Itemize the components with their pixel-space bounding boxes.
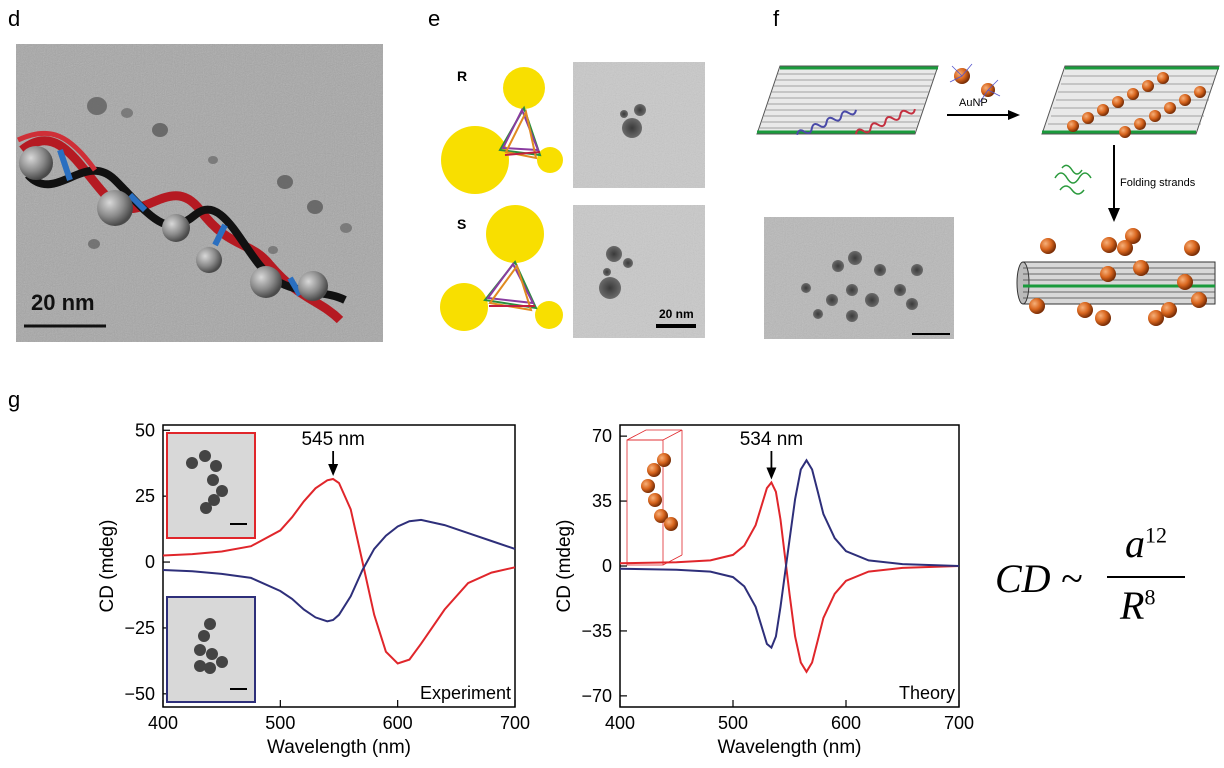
x-axis-label: Wavelength (nm) bbox=[267, 737, 411, 758]
y-tick-label: −25 bbox=[124, 618, 155, 638]
plot-frame bbox=[162, 424, 516, 708]
chart-experiment: 400 500 600 700 50 25 0 −25 −50 Wavelength (nm) CD… bbox=[97, 420, 530, 758]
y-axis-label: CD (mdeg) bbox=[97, 520, 118, 613]
equation-numerator: a12 bbox=[1125, 521, 1167, 566]
y-tick-label: −70 bbox=[581, 686, 612, 706]
inset-3d-model bbox=[626, 429, 683, 566]
chiral-pyramid-r bbox=[441, 67, 563, 194]
chiral-pyramid-s bbox=[440, 205, 563, 331]
equation-fraction-bar bbox=[1107, 576, 1185, 578]
series-line-blue bbox=[619, 458, 960, 650]
x-tick-label: 600 bbox=[383, 713, 413, 733]
panel-e-label-r: R bbox=[457, 68, 468, 84]
annotation-label: 534 nm bbox=[740, 429, 803, 450]
series-line-blue bbox=[162, 518, 516, 623]
equation-lhs: CD ~ bbox=[995, 556, 1083, 601]
y-tick-label: 35 bbox=[592, 491, 612, 511]
series-line-red bbox=[162, 477, 516, 665]
x-tick-label: 400 bbox=[148, 713, 178, 733]
plot-frame bbox=[619, 424, 960, 708]
x-axis-label: Wavelength (nm) bbox=[718, 737, 862, 758]
panel-letter-e: e bbox=[428, 6, 441, 31]
scale-bar-e-label: 20 nm bbox=[659, 307, 694, 321]
panel-e-label-s: S bbox=[457, 216, 467, 232]
corner-label: Experiment bbox=[420, 683, 511, 703]
y-tick-label: −35 bbox=[581, 621, 612, 641]
series-line-red bbox=[619, 480, 960, 674]
y-tick-label: 25 bbox=[135, 486, 155, 506]
tem-image-e-top bbox=[573, 62, 705, 188]
aunp-label: AuNP bbox=[959, 97, 988, 109]
tem-image-f bbox=[764, 217, 954, 339]
corner-label: Theory bbox=[899, 683, 955, 703]
annotation-label: 545 nm bbox=[301, 429, 364, 450]
y-tick-label: 70 bbox=[592, 426, 612, 446]
annotation-arrow-head bbox=[766, 467, 777, 480]
chart-theory: 400 500 600 700 70 35 0 −35 −70 Wavelength (nm) CD… bbox=[554, 424, 974, 758]
scale-bar-d-label: 20 nm bbox=[31, 290, 95, 315]
x-tick-label: 600 bbox=[831, 713, 861, 733]
aunp-arrow bbox=[947, 63, 1020, 120]
y-tick-label: 0 bbox=[602, 556, 612, 576]
dna-helix-illustration bbox=[16, 130, 347, 324]
x-tick-label: 700 bbox=[500, 713, 530, 733]
panel-letter-g: g bbox=[8, 387, 21, 412]
x-tick-label: 700 bbox=[944, 713, 974, 733]
origami-tube-aunp bbox=[1016, 228, 1216, 326]
y-axis-label: CD (mdeg) bbox=[554, 520, 575, 613]
tem-image-e-bottom bbox=[573, 205, 705, 338]
x-tick-label: 400 bbox=[605, 713, 635, 733]
panel-letter-f: f bbox=[773, 6, 780, 31]
x-tick-label: 500 bbox=[265, 713, 295, 733]
y-tick-label: 50 bbox=[135, 420, 155, 440]
x-tick-label: 500 bbox=[718, 713, 748, 733]
origami-sheet-ssdna bbox=[756, 65, 939, 136]
annotation-arrow-head bbox=[328, 464, 339, 477]
equation-denominator: R8 bbox=[1120, 583, 1156, 628]
folding-strands-label: Folding strands bbox=[1120, 177, 1196, 189]
panel-letter-d: d bbox=[8, 6, 21, 31]
y-tick-label: 0 bbox=[145, 552, 155, 572]
origami-sheet-aunp bbox=[1041, 65, 1220, 138]
inset-red-tem bbox=[166, 432, 256, 539]
inset-blue-tem bbox=[166, 596, 256, 703]
folding-arrow bbox=[1054, 145, 1120, 222]
y-tick-label: −50 bbox=[124, 684, 155, 704]
